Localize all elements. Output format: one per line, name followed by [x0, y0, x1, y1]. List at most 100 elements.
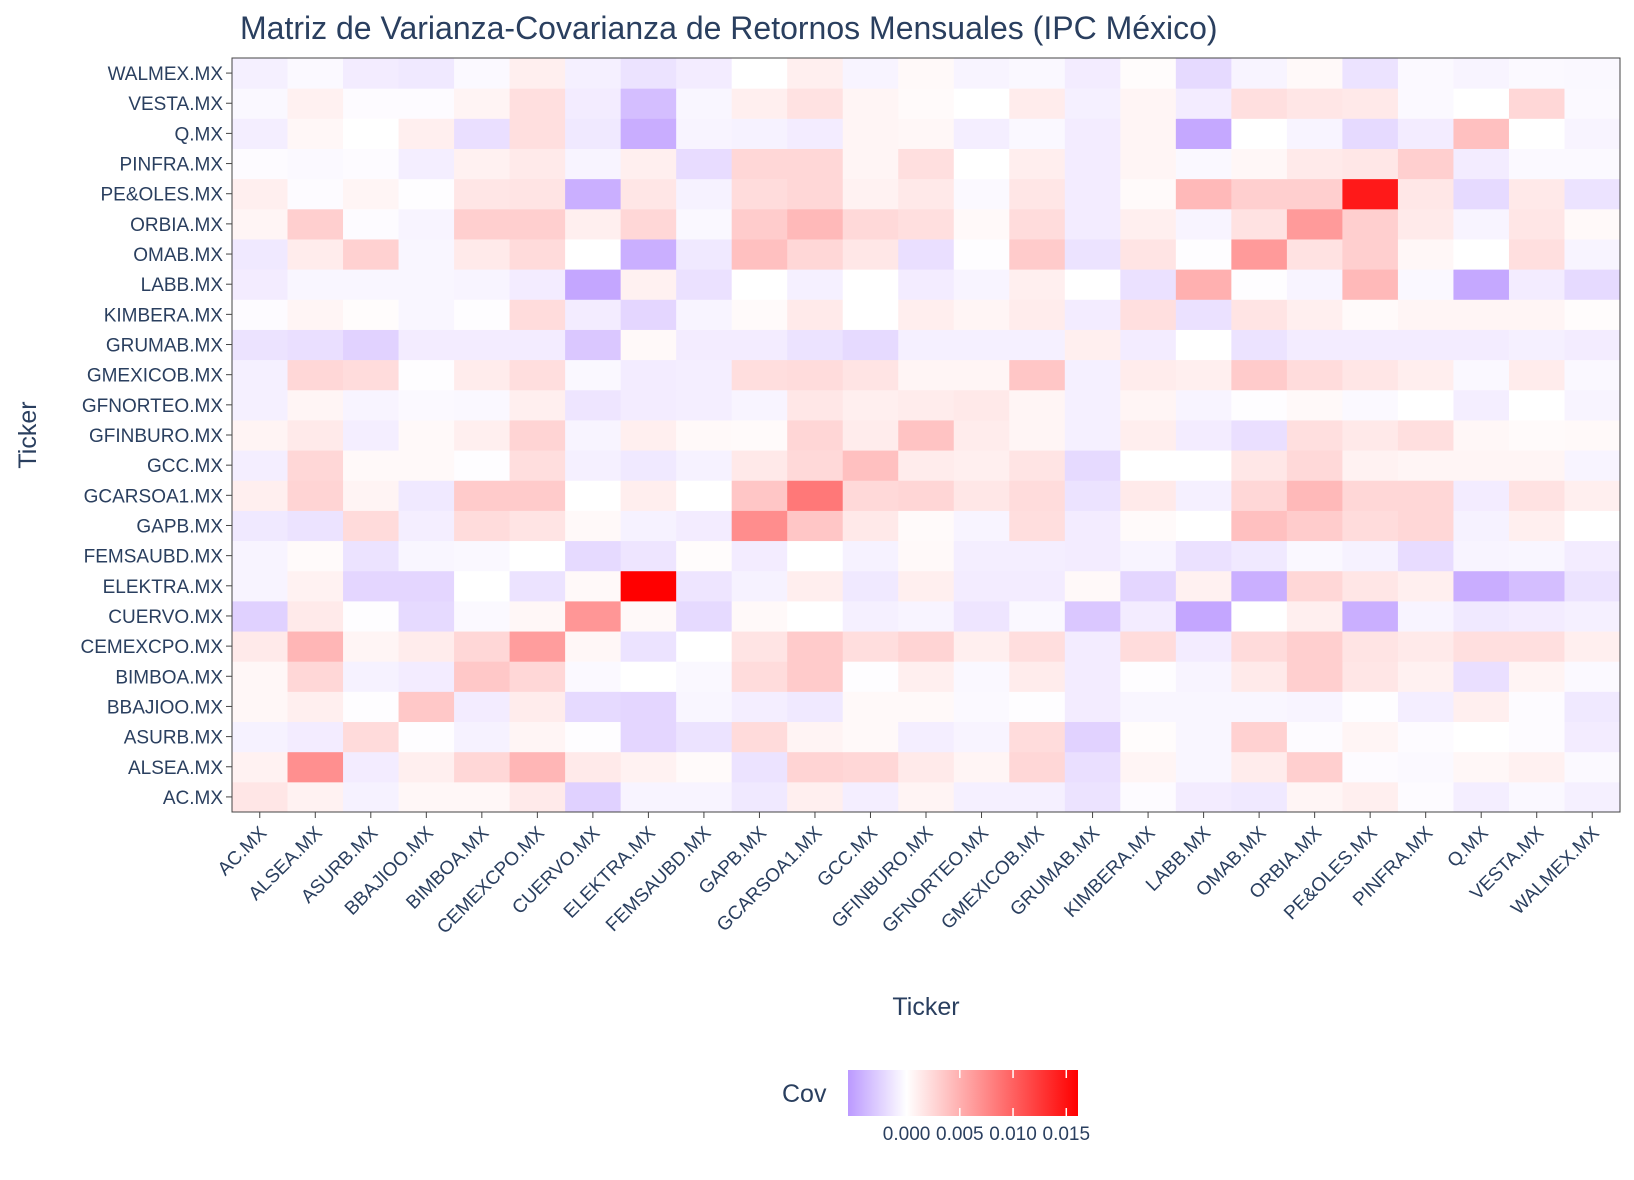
heatmap-cell	[1342, 480, 1399, 511]
y-axis-ticks: AC.MX ALSEA.MX ASURB.MX BBAJIOO.MX BIMBOA.MX…	[80, 64, 232, 809]
heatmap-cell	[1342, 359, 1399, 391]
heatmap-cell	[1397, 148, 1454, 180]
heatmap-cell	[731, 419, 788, 451]
heatmap-cell	[1009, 510, 1066, 542]
heatmap-cell	[1120, 570, 1177, 602]
heatmap-cell	[565, 269, 622, 300]
heatmap-cell	[676, 419, 733, 451]
heatmap-cell	[454, 540, 511, 572]
heatmap-cell	[1453, 631, 1510, 662]
heatmap-cell	[398, 208, 455, 240]
heatmap-cell	[343, 450, 400, 481]
heatmap-cell	[1453, 58, 1510, 89]
heatmap-cell	[676, 721, 733, 753]
heatmap-cell	[1120, 299, 1177, 330]
heatmap-cell	[565, 570, 622, 602]
heatmap-cell	[1175, 148, 1232, 180]
heatmap-cell	[842, 781, 899, 813]
heatmap-cell	[1564, 510, 1621, 542]
heatmap-cell	[898, 148, 955, 180]
heatmap-cell	[287, 389, 344, 421]
heatmap-cell	[398, 238, 455, 270]
heatmap-cell	[1342, 510, 1399, 542]
heatmap-cell	[232, 600, 289, 632]
y-tick-label: ALSEA.MX	[128, 758, 223, 779]
heatmap-cell	[1175, 600, 1232, 632]
heatmap-cell	[1231, 600, 1288, 632]
heatmap-cell	[1175, 359, 1232, 391]
heatmap-cell	[1064, 269, 1121, 300]
heatmap-cell	[898, 631, 955, 662]
heatmap-cell	[1453, 600, 1510, 632]
heatmap-cell	[232, 631, 289, 662]
heatmap-cell	[787, 299, 844, 330]
heatmap-cell	[1009, 269, 1066, 300]
heatmap-cell	[343, 359, 400, 391]
heatmap-cell	[1508, 359, 1565, 391]
heatmap-cell	[1064, 238, 1121, 270]
x-tick-label: Q.MX	[1444, 822, 1493, 871]
y-tick-label: ORBIA.MX	[130, 215, 223, 236]
heatmap-cell	[1286, 570, 1343, 602]
heatmap-cell	[1231, 691, 1288, 723]
heatmap-cell	[787, 419, 844, 451]
heatmap-cell	[842, 208, 899, 240]
heatmap-cell	[454, 661, 511, 692]
heatmap-cell	[620, 691, 677, 723]
heatmap-cell	[620, 510, 677, 542]
heatmap-cell	[620, 329, 677, 361]
heatmap-cell	[398, 480, 455, 511]
heatmap-cell	[1286, 389, 1343, 421]
heatmap-cell	[953, 329, 1010, 361]
heatmap-cell	[787, 329, 844, 361]
heatmap-cell	[1231, 751, 1288, 783]
heatmap-cell	[1120, 781, 1177, 813]
heatmap-cell	[232, 751, 289, 783]
heatmap-cell	[398, 600, 455, 632]
heatmap-cell	[1009, 88, 1066, 119]
heatmap-cell	[1453, 389, 1510, 421]
heatmap-cell	[1286, 661, 1343, 692]
y-tick-label: WALMEX.MX	[108, 64, 224, 85]
heatmap-cell	[676, 661, 733, 692]
heatmap-cell	[1064, 359, 1121, 391]
heatmap-cell	[676, 480, 733, 511]
heatmap-cell	[842, 540, 899, 572]
heatmap-cell	[565, 88, 622, 119]
heatmap-cell	[1508, 208, 1565, 240]
heatmap-cell	[898, 238, 955, 270]
heatmap-cell	[787, 450, 844, 481]
heatmap-cell	[676, 178, 733, 210]
heatmap-cell	[1453, 178, 1510, 210]
heatmap-cell	[398, 148, 455, 180]
heatmap-cell	[1342, 238, 1399, 270]
heatmap-cell	[953, 359, 1010, 391]
heatmap-cell	[1397, 450, 1454, 481]
heatmap-cell	[454, 691, 511, 723]
heatmap-cell	[343, 631, 400, 662]
legend-ticks: 0.000 0.005 0.010 0.015	[883, 1070, 1090, 1145]
heatmap-cell	[565, 118, 622, 149]
heatmap-cell	[1231, 148, 1288, 180]
heatmap-cell	[1564, 721, 1621, 753]
heatmap-cell	[842, 118, 899, 149]
heatmap-cell	[676, 691, 733, 723]
heatmap-cell	[509, 510, 566, 542]
heatmap-cell	[1453, 359, 1510, 391]
heatmap-cell	[1508, 691, 1565, 723]
heatmap-cell	[1120, 118, 1177, 149]
heatmap-cell	[1120, 419, 1177, 451]
heatmap-cell	[1175, 178, 1232, 210]
heatmap-cell	[454, 450, 511, 481]
x-axis-ticks: AC.MXALSEA.MXASURB.MXBBAJIOO.MXBIMBOA.MX…	[214, 812, 1604, 938]
heatmap-cell	[1231, 480, 1288, 511]
heatmap-cell	[398, 570, 455, 602]
heatmap-cell	[953, 58, 1010, 89]
heatmap-cell	[565, 450, 622, 481]
heatmap-cell	[842, 238, 899, 270]
heatmap-cell	[898, 751, 955, 783]
heatmap-cell	[509, 389, 566, 421]
heatmap-cell	[287, 58, 344, 89]
heatmap-cell	[232, 721, 289, 753]
heatmap-cell	[1508, 540, 1565, 572]
